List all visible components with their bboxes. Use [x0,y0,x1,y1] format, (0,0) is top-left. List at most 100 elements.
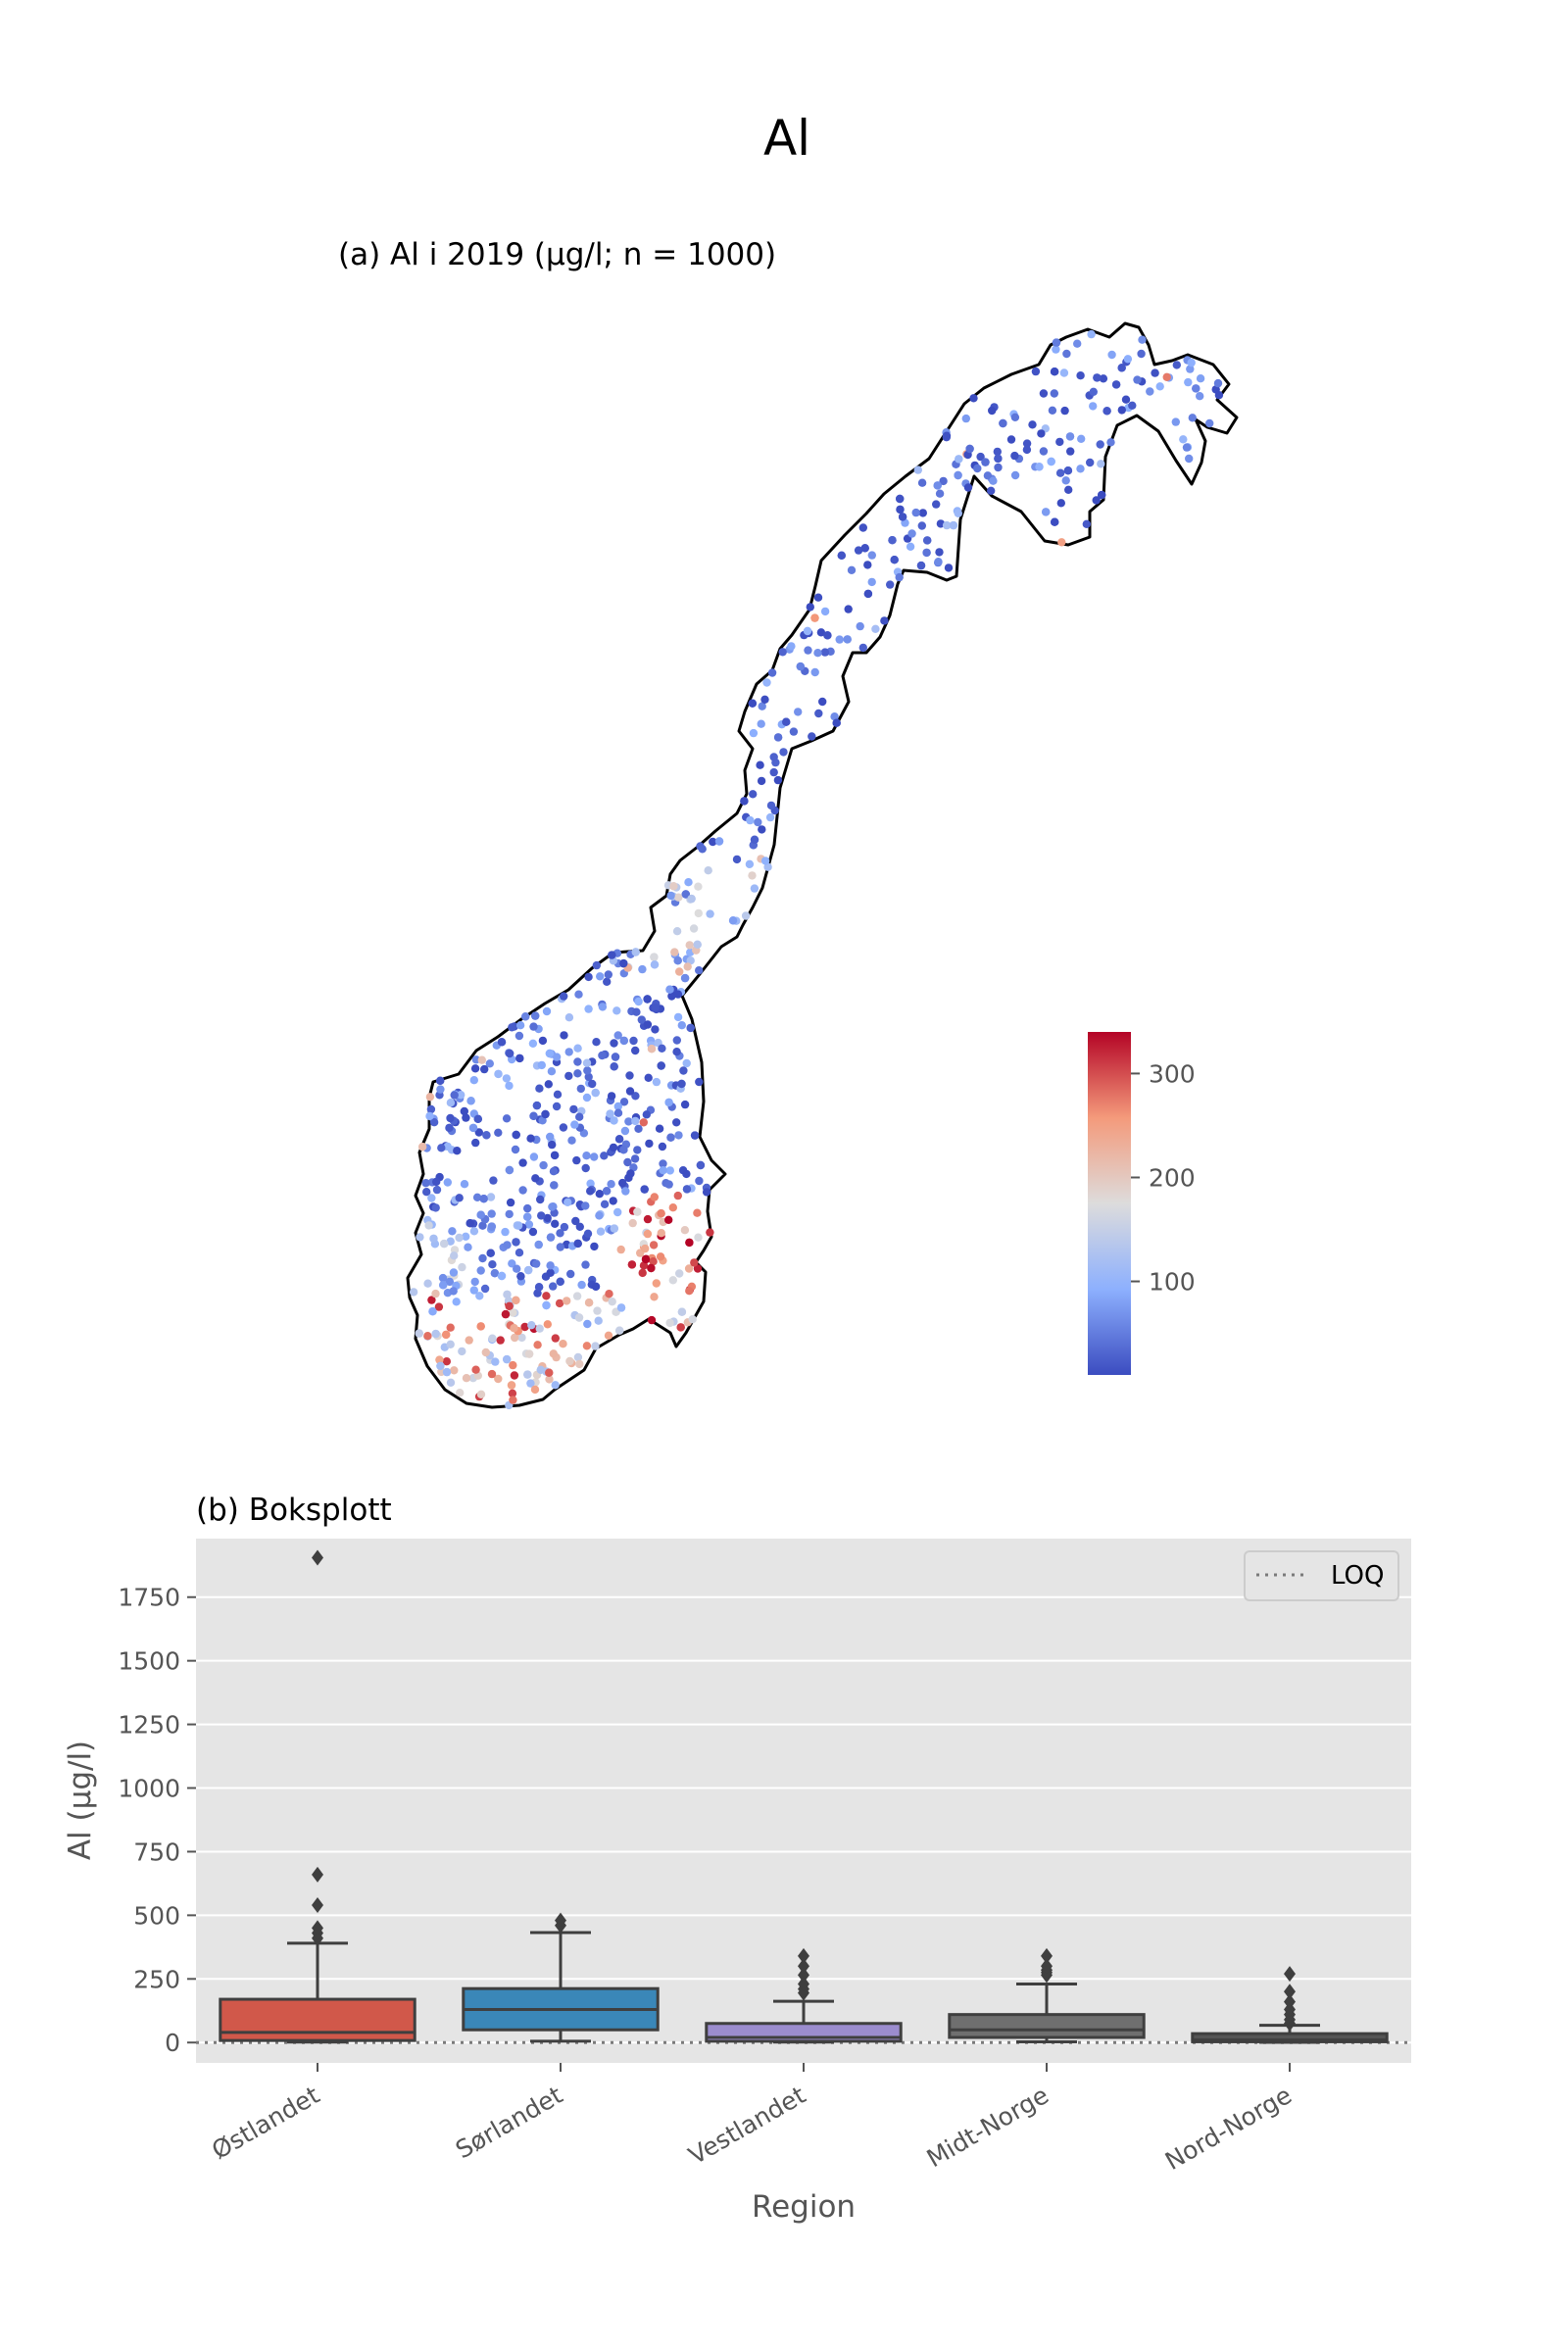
map-point [544,1320,552,1328]
map-point [787,642,795,650]
map-point [683,1185,691,1193]
map-point [914,466,922,473]
map-point [531,1174,539,1182]
map-point [640,1118,648,1126]
figure-title: Al [763,110,810,167]
map-point [896,573,904,581]
map-point [917,562,925,569]
x-tick-label: Nord-Norge [1160,2081,1297,2176]
map-point [560,992,567,1000]
map-point [740,797,748,805]
map-point [545,1080,553,1088]
map-point [629,1219,637,1227]
legend-loq-label: LOQ [1331,1561,1385,1591]
map-point [560,1031,567,1039]
y-tick-label: 1500 [118,1647,180,1676]
map-point [506,1302,514,1310]
map-point [814,710,822,717]
map-point [451,1091,459,1099]
map-point [488,1260,496,1268]
map-point [632,948,640,956]
map-point [592,1089,600,1097]
colorbar: 100200300 [1088,1032,1196,1375]
map-point [631,1117,639,1125]
y-tick-label: 0 [165,2029,180,2057]
x-tick-label: Midt-Norge [922,2081,1054,2173]
map-point [599,1003,607,1010]
map-point [436,1362,444,1370]
x-tick-label: Sørlandet [451,2081,567,2165]
map-point [770,753,778,760]
map-panel: (a) Al i 2019 (µg/l; n = 1000) 100 200 300 [338,237,1237,1409]
map-point [445,1124,453,1132]
map-point [679,1066,687,1074]
map-point [669,1276,677,1284]
map-point [623,1158,631,1166]
map-point [446,1114,454,1122]
map-point [586,1187,594,1195]
map-point [556,1229,564,1237]
map-point [427,1105,435,1113]
map-point [595,1211,603,1219]
map-point [746,860,754,868]
map-point [797,662,805,670]
map-point [631,1047,639,1054]
map-point [886,580,894,588]
map-point [529,1040,537,1048]
map-point [546,1133,554,1141]
y-tick-label: 1750 [118,1584,180,1612]
map-point [922,549,930,557]
map-point [1184,378,1192,386]
map-point [694,883,702,891]
map-point [466,1336,473,1344]
map-point [818,698,826,706]
map-point [480,1065,488,1073]
map-point [606,1109,613,1117]
map-point [659,1143,666,1151]
map-point [651,960,659,968]
map-point [573,1045,581,1053]
map-point [758,825,765,833]
map-point [546,1269,554,1277]
map-point [511,1371,518,1379]
map-point [1102,407,1110,415]
map-point [518,1186,526,1194]
map-point [466,1097,474,1104]
map-point [628,1260,636,1268]
map-point [431,1290,439,1298]
map-point [647,1264,655,1272]
map-point [1040,389,1048,397]
map-point [833,719,841,727]
map-point [674,1131,682,1139]
map-point [581,1201,589,1209]
map-point [443,1368,451,1376]
map-point [1163,373,1171,381]
map-point [633,1207,641,1215]
map-point [432,1330,440,1338]
map-point [695,1177,703,1185]
map-point [1128,402,1136,410]
map-point [973,465,981,472]
map-point [482,1131,490,1139]
map-point [651,1004,659,1011]
map-point [563,1297,570,1304]
map-point [934,558,942,565]
map-point [859,644,867,652]
map-point [564,1199,571,1206]
map-point [768,668,776,676]
map-point [565,1013,573,1021]
map-point [549,1282,557,1290]
map-point [503,1291,511,1298]
map-point [1010,452,1018,460]
map-point [1049,407,1056,415]
map-point [552,1381,560,1389]
map-point [1093,373,1101,381]
map-point [699,845,707,853]
map-point [1133,375,1141,383]
map-point [533,1341,541,1348]
map-point [570,1120,578,1128]
map-point [1051,518,1058,526]
map-point [653,1279,661,1287]
map-point [432,1203,440,1211]
map-point [487,1193,495,1200]
